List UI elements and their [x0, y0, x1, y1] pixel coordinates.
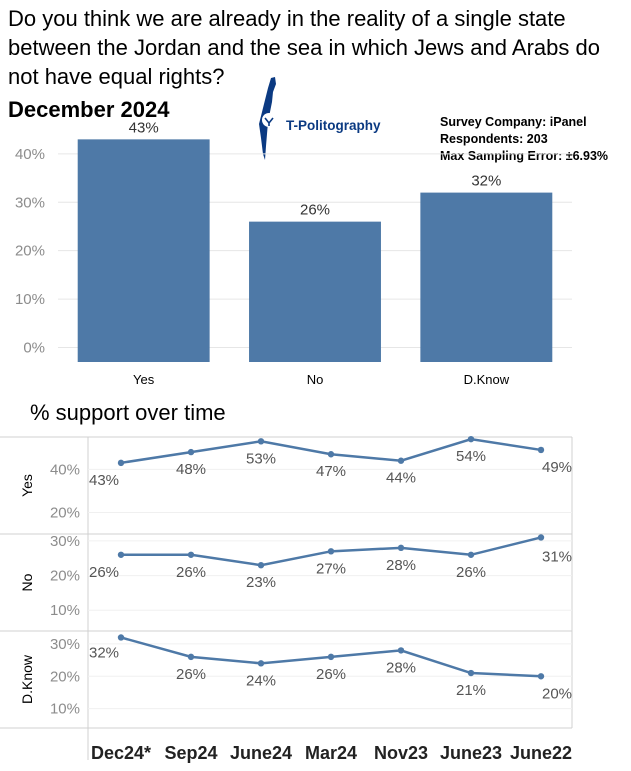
- line-ytick-label: 10%: [50, 701, 80, 718]
- line-xtick-label: Nov23: [374, 743, 428, 763]
- line-point: [257, 561, 265, 569]
- line-ytick-label: 20%: [50, 568, 80, 585]
- line-data-label: 27%: [316, 560, 346, 577]
- bar-ytick-label: 10%: [15, 291, 45, 308]
- israel-map-logo-icon: [259, 77, 276, 160]
- bar-category-label: D.Know: [464, 372, 510, 387]
- survey-info: Survey Company: iPanel Respondents: 203 …: [440, 114, 608, 165]
- line-ytick-label: 20%: [50, 668, 80, 685]
- bar-value-label: 26%: [300, 202, 330, 219]
- line-point: [397, 647, 405, 654]
- line-data-label: 31%: [542, 548, 572, 565]
- line-data-label: 23%: [246, 574, 276, 591]
- bar-chart: 0% 10% 20% 30% 40% 43% Yes 26% No 32% D.Know: [15, 119, 572, 387]
- line-row-label: D.Know: [19, 654, 35, 704]
- survey-error: Max Sampling Error: ±6.93%: [440, 149, 609, 163]
- line-point: [537, 534, 545, 541]
- line-point: [467, 669, 475, 677]
- line-xtick-label: June24: [230, 743, 292, 763]
- line-ytick-label: 40%: [50, 461, 80, 478]
- line-data-label: 49%: [542, 459, 572, 476]
- line-xtick-label: June22: [510, 743, 572, 763]
- line-xtick-label: Sep24: [164, 743, 217, 763]
- line-row-label: Yes: [19, 474, 35, 497]
- line-data-label: 21%: [456, 682, 486, 699]
- line-point: [397, 457, 405, 464]
- line-data-label: 53%: [246, 450, 276, 467]
- line-point: [537, 673, 545, 680]
- line-data-label: 26%: [176, 564, 206, 581]
- line-point: [187, 653, 195, 661]
- line-ytick-label: 10%: [50, 602, 80, 619]
- line-data-label: 44%: [386, 470, 416, 487]
- line-point: [187, 551, 195, 558]
- section-title: % support over time: [30, 400, 226, 425]
- line-data-label: 26%: [456, 564, 486, 581]
- survey-company: Survey Company: iPanel: [440, 115, 587, 129]
- line-point: [327, 548, 335, 555]
- line-ytick-label: 30%: [50, 533, 80, 550]
- line-ytick-label: 30%: [50, 636, 80, 653]
- line-row-label: No: [19, 573, 35, 591]
- line-xtick-label: Dec24*: [91, 743, 151, 763]
- bar: [420, 192, 553, 362]
- line-data-label: 26%: [89, 564, 119, 581]
- line-data-label: 43%: [89, 472, 119, 489]
- brand-name: T-Politography: [286, 118, 381, 133]
- bar-ytick-label: 30%: [15, 194, 45, 211]
- bar-category-label: Yes: [133, 372, 155, 387]
- bar: [249, 221, 381, 362]
- line-data-label: 28%: [386, 659, 416, 676]
- line-data-label: 24%: [246, 672, 276, 689]
- line-point: [257, 660, 265, 667]
- bar: [77, 139, 210, 362]
- bar-ytick-label: 20%: [15, 243, 45, 260]
- line-data-label: 20%: [542, 685, 572, 702]
- survey-period: December 2024: [8, 97, 170, 122]
- line-data-label: 28%: [386, 557, 416, 574]
- line-ytick-label: 20%: [50, 504, 80, 521]
- line-point: [117, 459, 125, 467]
- line-point: [187, 448, 195, 456]
- line-data-label: 54%: [456, 448, 486, 465]
- line-point: [257, 438, 265, 445]
- line-point: [117, 634, 125, 641]
- question-title: Do you think we are already in the reali…: [8, 6, 600, 89]
- line-point: [467, 435, 475, 443]
- survey-respondents: Respondents: 203: [440, 132, 548, 146]
- line-data-label: 47%: [316, 463, 346, 480]
- line-data-label: 48%: [176, 461, 206, 478]
- bar-category-label: No: [307, 372, 324, 387]
- bar-value-label: 32%: [471, 173, 501, 190]
- line-point: [117, 551, 125, 558]
- line-xtick-label: June23: [440, 743, 502, 763]
- line-point: [537, 446, 545, 454]
- line-data-label: 26%: [316, 666, 346, 683]
- bar-value-label: 43%: [129, 119, 159, 136]
- line-xtick-label: Mar24: [305, 743, 357, 763]
- line-point: [327, 653, 335, 661]
- line-point: [327, 451, 335, 458]
- bar-ytick-label: 0%: [23, 339, 45, 356]
- line-point: [397, 544, 405, 552]
- line-point: [467, 551, 475, 558]
- line-data-label: 32%: [89, 644, 119, 661]
- bar-ytick-label: 40%: [15, 146, 45, 163]
- line-data-label: 26%: [176, 666, 206, 683]
